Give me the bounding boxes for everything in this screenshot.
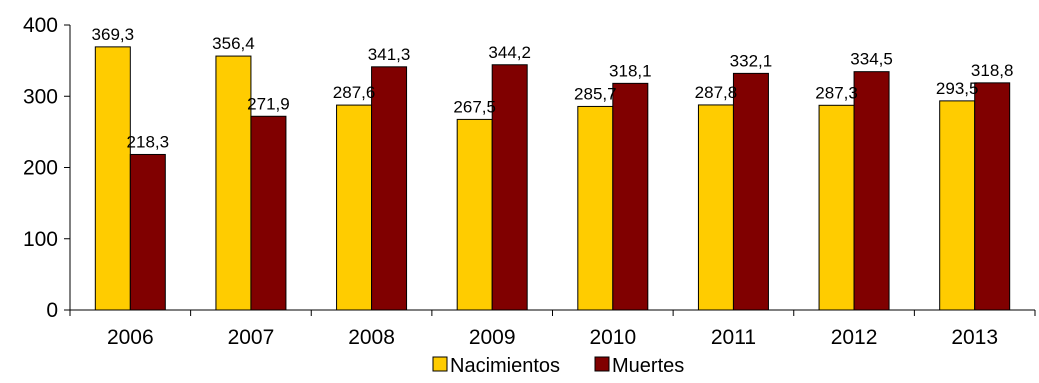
bar-nacimientos-2011 — [697, 104, 734, 311]
x-tick-label: 2008 — [348, 326, 395, 349]
data-label: 293,5 — [936, 79, 979, 98]
legend-swatch-nacimientos — [432, 356, 448, 372]
bar-muertes-2011 — [732, 72, 769, 311]
data-label: 287,3 — [815, 83, 858, 102]
y-tick-label: 400 — [23, 14, 58, 37]
bar-nacimientos-2009 — [456, 118, 493, 311]
bar-muertes-2013 — [974, 82, 1011, 311]
bar-muertes-2007 — [250, 115, 287, 311]
bar-muertes-2009 — [491, 64, 528, 311]
data-label: 344,2 — [488, 43, 531, 62]
data-labels: 369,3 218,3 356,4 271,9 287,6 341,3 267,5 344,2… — [92, 25, 1014, 152]
y-tick-label: 0 — [46, 299, 58, 322]
data-label: 332,1 — [730, 51, 773, 70]
y-tick-label: 300 — [23, 85, 58, 108]
data-label: 287,6 — [333, 83, 376, 102]
data-label: 341,3 — [368, 45, 411, 64]
data-label: 318,1 — [609, 61, 652, 80]
data-label: 318,8 — [971, 61, 1014, 80]
legend-label: Muertes — [612, 355, 684, 377]
bar-muertes-2010 — [612, 82, 649, 311]
x-tick-label: 2011 — [711, 326, 756, 349]
data-label: 218,3 — [127, 132, 170, 151]
y-tick-label: 200 — [23, 157, 58, 180]
data-label: 285,7 — [574, 84, 617, 103]
legend-swatch-muertes — [594, 356, 610, 372]
data-label: 267,5 — [453, 97, 496, 116]
x-tick-label: 2006 — [107, 326, 154, 349]
y-axis: 0 100 200 300 400 — [23, 14, 71, 322]
y-tick-label: 100 — [23, 228, 58, 251]
x-tick-label: 2012 — [831, 326, 878, 349]
legend-label: Nacimientos — [450, 355, 560, 377]
data-label: 356,4 — [212, 34, 255, 53]
bar-nacimientos-2008 — [336, 104, 373, 311]
data-label: 369,3 — [92, 25, 135, 44]
bar-nacimientos-2007 — [215, 55, 252, 311]
x-tick-label: 2007 — [228, 326, 275, 349]
bar-nacimientos-2012 — [818, 104, 855, 311]
bar-muertes-2012 — [853, 71, 890, 311]
x-tick-label: 2013 — [951, 326, 998, 349]
x-axis: 2006 2007 2008 2009 2010 2011 2012 2013 — [69, 309, 1036, 349]
x-tick-label: 2009 — [469, 326, 516, 349]
data-label: 334,5 — [850, 50, 893, 69]
bars — [94, 46, 1011, 311]
x-tick-label: 2010 — [589, 326, 636, 349]
bar-muertes-2006 — [129, 153, 166, 311]
bar-muertes-2008 — [371, 66, 408, 311]
bar-nacimientos-2013 — [939, 100, 976, 311]
data-label: 287,8 — [695, 83, 738, 102]
data-label: 271,9 — [247, 94, 290, 113]
bar-nacimientos-2006 — [94, 46, 131, 311]
bar-nacimientos-2010 — [577, 105, 614, 311]
legend: Nacimientos Muertes — [432, 355, 684, 377]
